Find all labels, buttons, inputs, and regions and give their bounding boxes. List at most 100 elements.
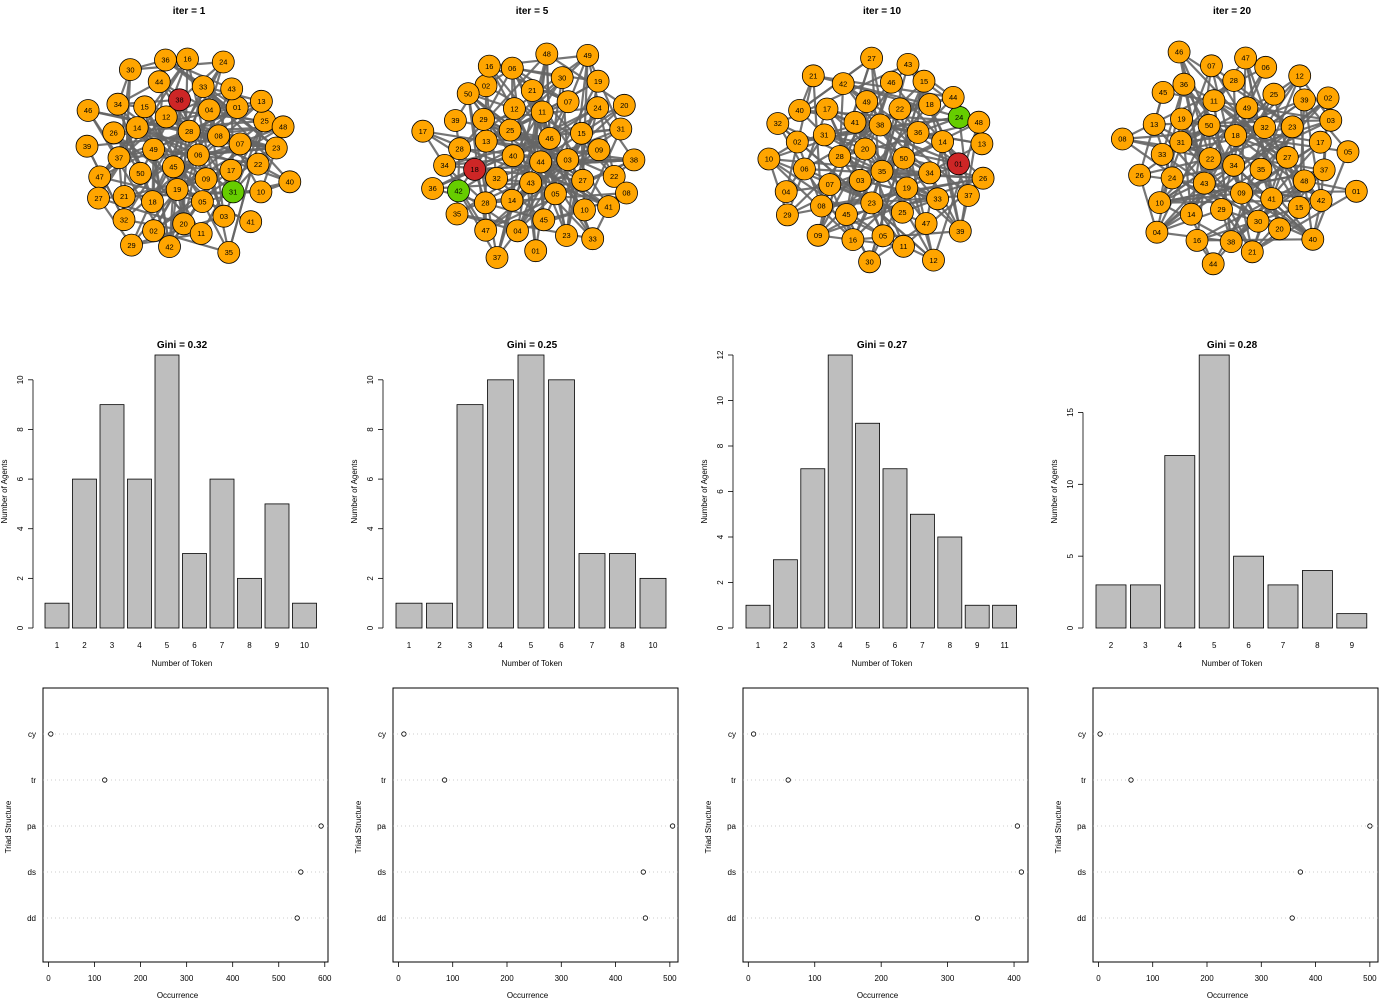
bar [517,354,545,629]
network-node-label: 49 [584,51,592,60]
x-tick-label: 500 [663,974,677,983]
network-node-label: 03 [564,155,572,164]
network-node [186,143,210,167]
network-node-label: 32 [120,215,128,224]
network-edge [838,83,845,157]
network-node [1319,108,1343,132]
x-category-label: 6 [1246,641,1251,650]
network-node-label: 04 [1153,228,1161,237]
network-edge [165,58,233,90]
network-edge [1210,65,1301,208]
network-node-label: 45 [1159,88,1167,97]
network-node-label: 24 [955,113,963,122]
bar [292,602,317,629]
bar [237,577,262,629]
network-node [1222,69,1246,92]
network-edge [824,133,959,165]
network-node [485,246,509,269]
network-node [828,145,852,168]
network-node-label: 39 [451,116,459,125]
network-node-label: 17 [227,166,235,175]
network-node [125,116,149,139]
bar-chart-title: Gini = 0.32 [157,340,208,351]
data-point [1289,915,1295,921]
network-node [1179,202,1203,226]
network-node [228,132,252,156]
network-node-label: 31 [229,188,237,197]
network-edge [182,154,200,225]
y-tick-label: 4 [16,526,25,531]
network-node [1111,127,1134,151]
network-node [133,95,157,119]
network-node-label: 38 [1227,237,1235,246]
network-node-label: 16 [1193,236,1201,245]
plot-frame [392,687,679,963]
row-category-label: ds [1078,868,1086,877]
network-node-label: 31 [1177,138,1185,147]
network-edge [868,187,908,263]
network-node-label: 39 [1300,96,1308,105]
network-node-label: 21 [120,192,128,201]
network-node-label: 03 [220,212,228,221]
bar [1267,584,1299,629]
network-node-label: 18 [1231,131,1239,140]
network-node [891,200,914,224]
y-tick-label: 0 [716,625,725,630]
network-node [524,239,548,263]
network-node [189,222,213,245]
x-category-label: 3 [811,641,816,650]
network-node-label: 05 [198,197,206,206]
bar [127,478,152,629]
network-node [570,121,593,145]
bar [855,422,880,629]
network-node [447,179,470,203]
x-category-label: 11 [1000,641,1009,650]
network-node-label: 06 [1262,63,1270,72]
network-node-label: 35 [1257,165,1265,174]
network-node-label: 34 [114,100,122,109]
network-node-label: 15 [577,129,585,138]
y-axis-label: Triad Structure [1054,800,1063,853]
network-node [612,93,636,117]
x-axis-label: Occurrence [857,991,899,1000]
network-node [118,58,142,81]
bar [395,602,423,629]
network-node-label: 02 [1324,94,1332,103]
y-axis-label: Number of Agents [350,459,359,523]
network-node [788,99,811,122]
row-category-label: pa [1077,822,1086,831]
network-node [506,219,529,243]
network-node-label: 25 [260,117,268,126]
row-category-label: dd [727,914,736,923]
network-node-label: 30 [865,258,873,267]
network-panel-4: iter = 20 34 18 35 22 32 09 50 27 43 49 41 31 23 29 11 4… [1111,6,1368,276]
network-node-label: 42 [839,79,847,88]
network-node [1234,46,1257,70]
x-axis-label: Number of Token [1202,659,1263,668]
network-node [571,168,595,192]
network-node-label: 41 [851,118,859,127]
network-node [597,195,620,219]
data-point [669,823,676,829]
row-category-label: pa [27,822,36,831]
row-category-label: tr [731,776,736,785]
data-point [401,731,407,737]
network-node-label: 12 [929,256,937,265]
network-node-label: 45 [540,216,548,225]
x-category-label: 10 [649,641,658,650]
network-panel-2: iter = 5 44 40 46 43 25 03 32 11 05 13 15 14 12 27 18 07… [411,6,646,269]
network-node-label: 08 [214,132,222,141]
network-node-label: 19 [594,77,602,86]
network-node-label: 37 [115,153,123,162]
network-node-label: 43 [228,85,236,94]
network-node-label: 32 [1260,123,1268,132]
x-category-label: 9 [1350,641,1355,650]
y-tick-label: 6 [366,476,375,481]
network-node [860,191,884,215]
x-category-label: 7 [590,641,595,650]
network-node [501,144,525,168]
dot-panel-4: cy tr pa ds dd 0 100 200 300 400 500 Occurrence Tria… [1054,687,1379,1000]
network-node-label: 16 [849,235,857,244]
row-category-label: cy [378,730,386,739]
network-node [87,186,110,210]
